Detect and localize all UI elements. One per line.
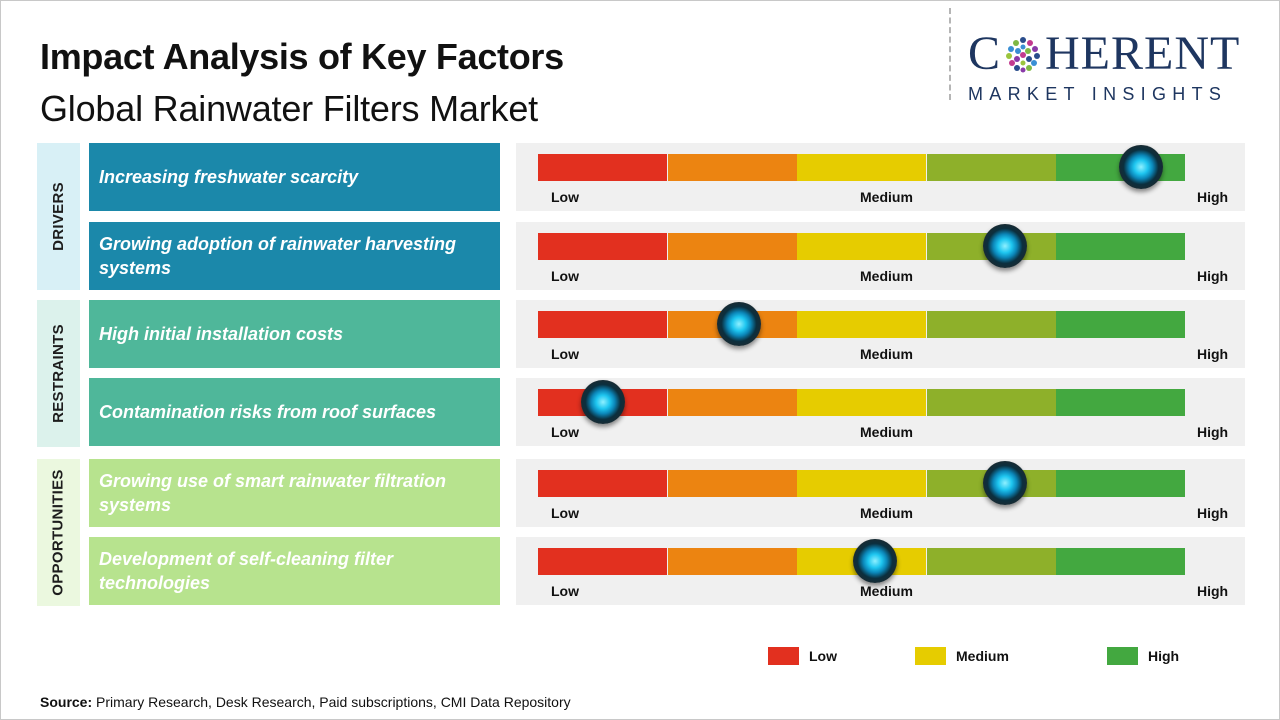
category-opportunities: OPPORTUNITIES [37, 459, 80, 606]
impact-gauge: Low Medium High [516, 143, 1245, 211]
factor-label: Growing use of smart rainwater filtratio… [99, 471, 447, 515]
factor-cell: Growing use of smart rainwater filtratio… [89, 459, 500, 527]
header-divider [949, 8, 951, 100]
gauge-label-low: Low [551, 424, 579, 440]
impact-marker [852, 539, 897, 583]
legend-label: Medium [956, 648, 1009, 664]
gauge-label-low: Low [551, 505, 579, 521]
factor-label: Development of self-cleaning filter tech… [99, 549, 394, 593]
source-text: Primary Research, Desk Research, Paid su… [92, 694, 571, 710]
impact-gauge: Low Medium High [516, 537, 1245, 605]
factor-cell: High initial installation costs [89, 300, 500, 368]
factor-cell: Contamination risks from roof surfaces [89, 378, 500, 446]
gauge-segment [797, 311, 927, 338]
gauge-segment [538, 311, 668, 338]
factor-cell: Growing adoption of rainwater harvesting… [89, 222, 500, 290]
gauge-segment [667, 233, 797, 260]
factor-label: High initial installation costs [99, 324, 344, 344]
impact-gauge: Low Medium High [516, 300, 1245, 368]
impact-marker [716, 302, 761, 346]
gauge-label-low: Low [551, 583, 579, 599]
gauge-segment [1056, 389, 1186, 416]
gauge-segment [797, 389, 927, 416]
factor-label: Growing adoption of rainwater harvesting… [99, 234, 457, 278]
factor-label: Contamination risks from roof surfaces [99, 402, 437, 422]
impact-marker [982, 224, 1027, 268]
gauge-segment [1056, 548, 1186, 575]
gauge-segment [797, 470, 927, 497]
company-logo: C [968, 27, 1268, 105]
gauge-segment [797, 233, 927, 260]
logo-text-left: C [968, 27, 1002, 80]
gauge-label-medium: Medium [860, 583, 913, 599]
source-label: Source: [40, 694, 93, 710]
gauge-label-high: High [1197, 346, 1229, 362]
factor-cell: Increasing freshwater scarcity [89, 143, 500, 211]
legend-swatch [1107, 647, 1138, 665]
legend-swatch [768, 647, 799, 665]
gauge-segment [926, 389, 1056, 416]
gauge-label-medium: Medium [860, 268, 913, 284]
gauge-label-low: Low [551, 189, 579, 205]
gauge-label-high: High [1197, 505, 1229, 521]
category-label: OPPORTUNITIES [50, 469, 68, 596]
gauge-segment [538, 470, 668, 497]
gauge-label-medium: Medium [860, 189, 913, 205]
gauge-segment [797, 154, 927, 181]
gauge-segment [667, 470, 797, 497]
factor-label: Increasing freshwater scarcity [99, 167, 359, 187]
gauge-label-low: Low [551, 346, 579, 362]
logo-mosaic-icon [1006, 37, 1041, 73]
gauge-segment [926, 311, 1056, 338]
logo-text-right: HERENT [1045, 27, 1241, 80]
gauge-segment [1056, 233, 1186, 260]
gauge-segment [667, 389, 797, 416]
gauge-segment [538, 154, 668, 181]
legend-swatch [915, 647, 946, 665]
impact-gauge: Low Medium High [516, 459, 1245, 527]
gauge-segment [667, 154, 797, 181]
category-label: RESTRAINTS [50, 324, 67, 423]
legend-label: Low [809, 648, 837, 664]
impact-gauge: Low Medium High [516, 378, 1245, 446]
gauge-segment [1056, 311, 1186, 338]
legend-item-low: Low [768, 647, 837, 665]
chart-title: Impact Analysis of Key Factors [40, 36, 564, 77]
gauge-segment [926, 548, 1056, 575]
impact-marker [580, 380, 625, 424]
gauge-label-medium: Medium [860, 424, 913, 440]
gauge-label-high: High [1197, 268, 1229, 284]
category-restraints: RESTRAINTS [37, 300, 80, 447]
gauge-segment [1056, 470, 1186, 497]
impact-marker [982, 461, 1027, 505]
gauge-label-high: High [1197, 424, 1229, 440]
gauge-segment [538, 233, 668, 260]
factor-cell: Development of self-cleaning filter tech… [89, 537, 500, 605]
gauge-label-high: High [1197, 583, 1229, 599]
legend-item-medium: Medium [915, 647, 1009, 665]
source-note: Source: Primary Research, Desk Research,… [40, 694, 571, 710]
legend-label: High [1148, 648, 1180, 664]
gauge-label-high: High [1197, 189, 1229, 205]
gauge-segment [667, 548, 797, 575]
gauge-label-low: Low [551, 268, 579, 284]
logo-tagline: MARKET INSIGHTS [968, 84, 1228, 104]
category-drivers: DRIVERS [37, 143, 80, 290]
impact-gauge: Low Medium High [516, 222, 1245, 290]
gauge-segment [538, 548, 668, 575]
chart-subtitle: Global Rainwater Filters Market [40, 88, 538, 129]
gauge-label-medium: Medium [860, 346, 913, 362]
gauge-segment [926, 154, 1056, 181]
gauge-label-medium: Medium [860, 505, 913, 521]
category-label: DRIVERS [50, 182, 67, 251]
impact-marker [1118, 145, 1163, 189]
legend-item-high: High [1107, 647, 1179, 665]
